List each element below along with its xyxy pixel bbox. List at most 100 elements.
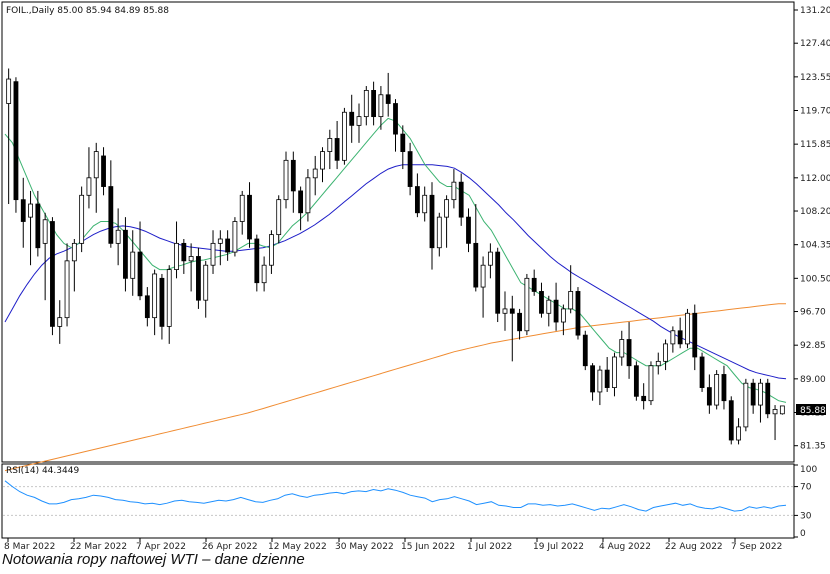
- candle: [320, 147, 325, 183]
- x-tick-label: 22 Aug 2022: [665, 542, 723, 552]
- candle: [546, 295, 552, 327]
- y-tick-label: 119.70: [800, 107, 830, 117]
- candle: [225, 230, 231, 261]
- candle: [159, 273, 165, 340]
- candle: [6, 68, 12, 205]
- candle: [531, 269, 537, 296]
- candle: [604, 356, 610, 392]
- candle: [721, 365, 727, 410]
- candle: [553, 282, 559, 331]
- ma-medium-line: [4, 164, 787, 380]
- x-tick-label: 7 Apr 2022: [136, 542, 186, 552]
- candle: [79, 186, 85, 253]
- candle: [509, 295, 515, 362]
- candle: [626, 322, 632, 379]
- candle: [590, 363, 595, 401]
- candle: [35, 190, 41, 257]
- candle: [276, 195, 282, 244]
- x-tick-label: 8 Mar 2022: [4, 542, 55, 552]
- candle: [341, 107, 347, 165]
- x-tick-label: 4 Aug 2022: [599, 542, 651, 552]
- candle: [670, 326, 676, 353]
- candle: [560, 304, 566, 336]
- candle: [166, 265, 172, 344]
- candle: [575, 287, 581, 340]
- candle: [108, 160, 114, 248]
- rsi-tick-label: 70: [800, 483, 812, 493]
- candle: [247, 182, 252, 248]
- candle: [772, 405, 778, 441]
- candle: [400, 125, 406, 170]
- candle: [750, 378, 756, 414]
- candle: [13, 77, 19, 213]
- y-tick-label: 92.85: [800, 341, 826, 351]
- y-tick-label: 108.20: [800, 207, 830, 217]
- candle: [633, 361, 639, 401]
- candle: [641, 383, 647, 410]
- candle: [144, 287, 150, 327]
- candle: [407, 142, 413, 196]
- x-tick-label: 26 Apr 2022: [202, 542, 258, 552]
- x-tick-label: 1 Jul 2022: [467, 542, 512, 552]
- candle: [254, 234, 260, 292]
- candle: [385, 72, 391, 117]
- rsi-panel: [1, 463, 795, 539]
- candle: [305, 169, 311, 222]
- y-tick-label: 112.00: [800, 174, 830, 184]
- candle: [290, 151, 296, 213]
- candle: [393, 99, 398, 152]
- candle: [356, 103, 362, 143]
- candle: [312, 155, 318, 196]
- candle: [436, 212, 442, 257]
- candle: [123, 217, 128, 292]
- y-axis-ticks: 131.20 127.40 123.55 119.70 115.85 112.00 108.…: [794, 6, 830, 452]
- candle: [677, 317, 683, 349]
- candle: [480, 256, 486, 318]
- candle: [349, 94, 355, 143]
- candle: [42, 212, 48, 301]
- candle: [269, 230, 274, 274]
- candle: [422, 186, 428, 222]
- y-tick-label: 127.40: [800, 39, 830, 49]
- symbol-header: FOIL.,Daily 85.00 85.94 84.89 85.88: [6, 6, 169, 16]
- candle: [64, 243, 70, 327]
- candle: [568, 265, 574, 314]
- rsi-tick-label: 0: [800, 529, 806, 539]
- candle: [181, 238, 187, 274]
- candle: [466, 208, 471, 253]
- candle: [612, 352, 617, 397]
- rsi-line: [3, 480, 793, 516]
- candle: [196, 247, 201, 309]
- y-tick-label: 131.20: [800, 6, 830, 16]
- candle: [86, 147, 92, 209]
- price-panel: [1, 1, 795, 463]
- candle: [692, 304, 698, 371]
- candle: [239, 190, 245, 235]
- ma-long-line: [4, 303, 786, 472]
- y-tick-label: 81.35: [800, 442, 826, 452]
- x-tick-label: 7 Sep 2022: [731, 542, 782, 552]
- rsi-axis-ticks: 100 70 30 0: [794, 464, 817, 539]
- candle: [210, 230, 216, 274]
- candle: [261, 256, 267, 292]
- y-tick-label: 104.35: [800, 241, 830, 251]
- candle: [115, 208, 121, 266]
- y-tick-label: 123.55: [800, 73, 830, 83]
- candle: [487, 243, 493, 279]
- candle: [188, 243, 194, 292]
- candle: [232, 217, 238, 257]
- candle: [539, 282, 544, 318]
- candle: [714, 370, 720, 410]
- candle: [706, 374, 712, 414]
- candle: [57, 300, 63, 344]
- last-price-marker: 85.88: [796, 404, 826, 416]
- rsi-tick-label: 100: [800, 465, 817, 475]
- candle: [71, 238, 77, 292]
- candle: [502, 291, 508, 331]
- figure-caption: Notowania ropy naftowej WTI – dane dzien…: [2, 551, 305, 568]
- candle: [429, 182, 435, 270]
- candle: [378, 86, 384, 130]
- candle: [685, 308, 690, 349]
- x-tick-label: 30 May 2022: [335, 542, 394, 552]
